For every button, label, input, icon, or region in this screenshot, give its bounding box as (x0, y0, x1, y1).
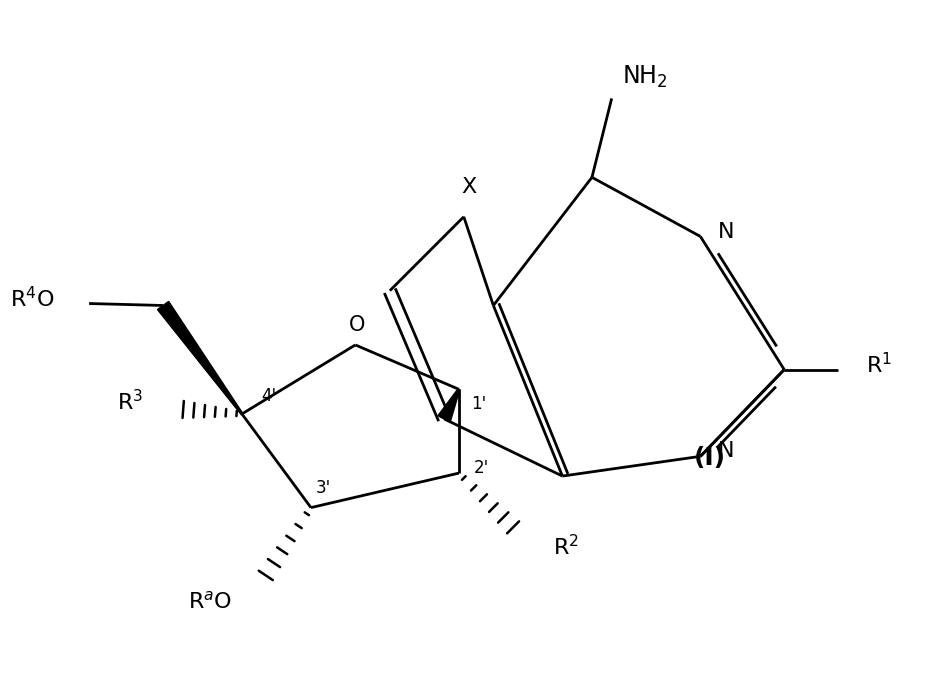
Text: N: N (717, 222, 734, 241)
Text: O: O (349, 316, 365, 335)
Text: R$^1$: R$^1$ (865, 352, 891, 377)
Text: 4': 4' (261, 387, 276, 405)
Text: R$^a$O: R$^a$O (188, 590, 232, 612)
Text: R$^2$: R$^2$ (552, 534, 578, 560)
Polygon shape (158, 301, 243, 415)
Polygon shape (438, 389, 459, 422)
Text: N: N (717, 441, 734, 462)
Text: NH$_2$: NH$_2$ (621, 64, 667, 90)
Text: (I): (I) (693, 446, 726, 471)
Text: R$^3$: R$^3$ (117, 388, 143, 413)
Text: 1': 1' (470, 395, 486, 413)
Text: X: X (461, 177, 476, 197)
Text: 3': 3' (315, 479, 331, 497)
Text: R$^4$O: R$^4$O (10, 286, 55, 311)
Text: 2': 2' (473, 459, 489, 477)
